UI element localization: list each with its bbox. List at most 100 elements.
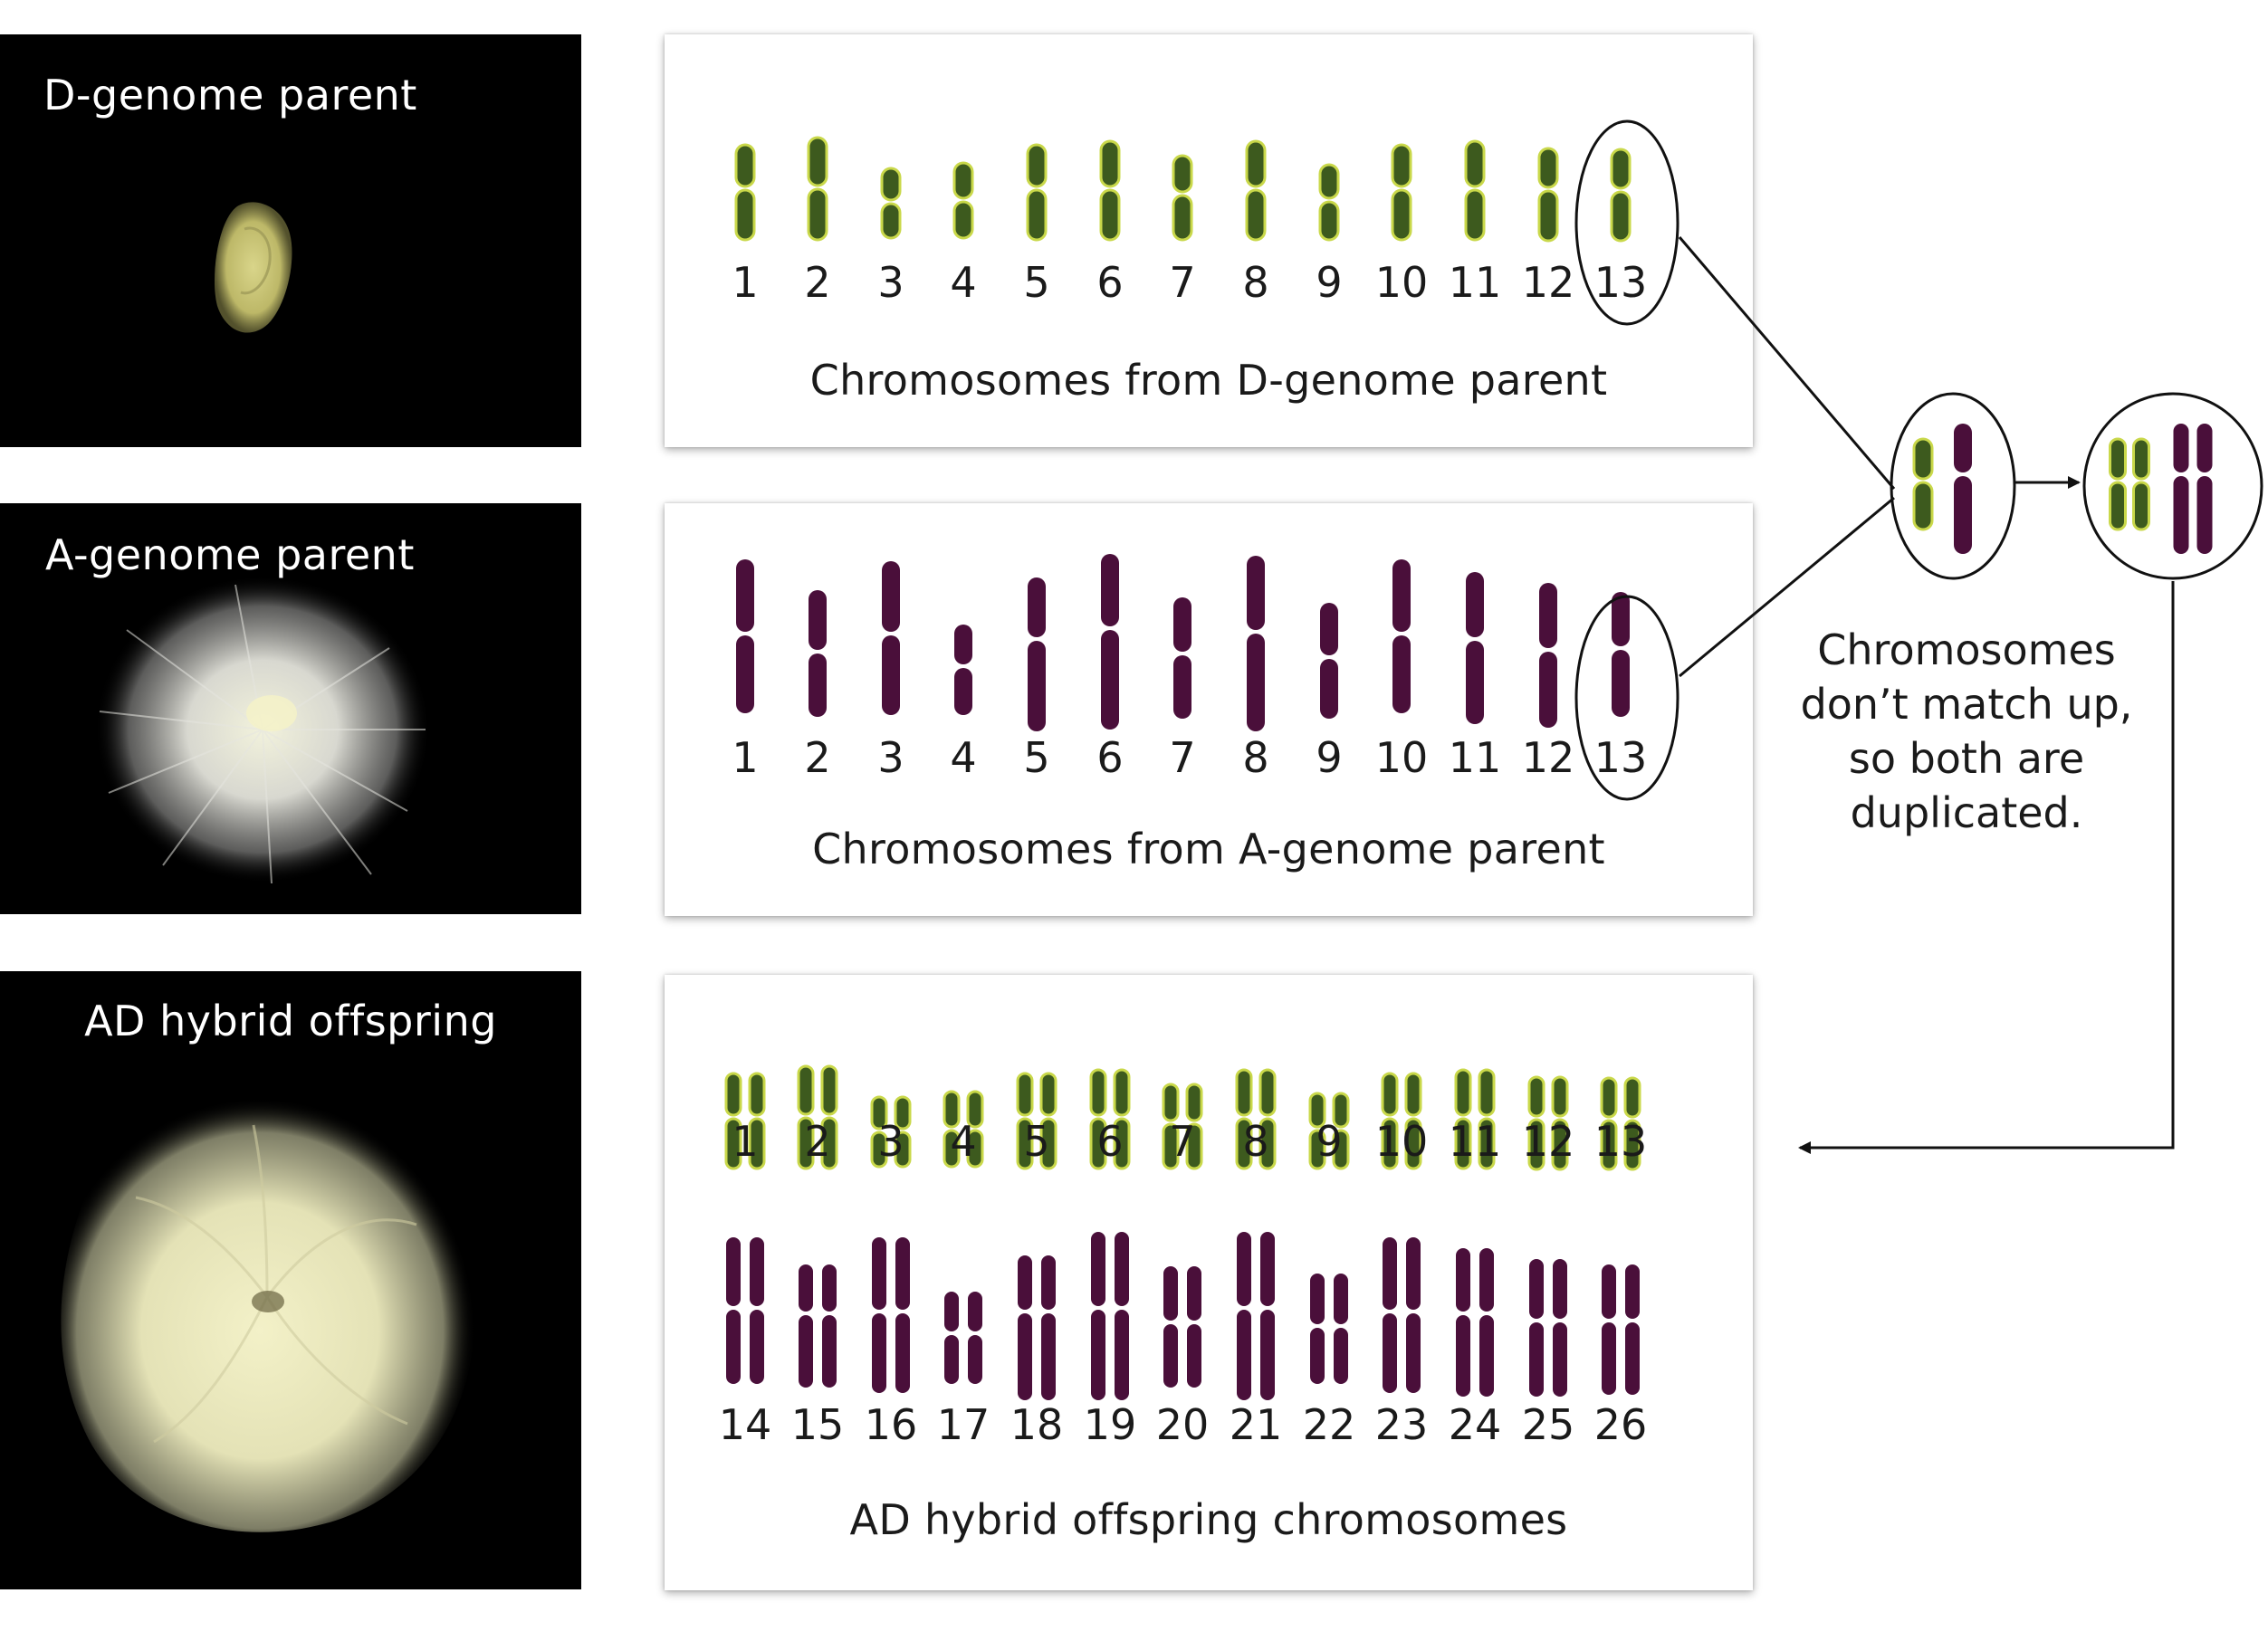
chromosome <box>872 1237 886 1393</box>
chromosome <box>894 1095 912 1169</box>
chromosome-number: 16 <box>865 1400 918 1449</box>
chromosome-short-arm <box>1600 1076 1618 1119</box>
panel-d-genome-chromosomes: 1 2 3 4 5 6 7 8 9 10 11 12 13 Chromosomes from D-gen… <box>665 34 1753 447</box>
chromosome-long-arm <box>1041 1313 1056 1400</box>
chromosome <box>1334 1274 1348 1384</box>
chromosome-short-arm <box>1529 1259 1544 1319</box>
chromosome-long-arm <box>799 1315 813 1388</box>
chromosome-number: 1 <box>732 733 758 782</box>
chromosome-short-arm <box>809 590 827 650</box>
chromosome-short-arm <box>2196 424 2213 472</box>
chromosome-long-arm <box>1185 1122 1203 1170</box>
chromosome-short-arm <box>895 1237 910 1310</box>
d-genome-chromosome-set: 1 2 3 4 5 6 7 8 9 10 11 12 13 <box>732 136 1647 307</box>
chromosome-number: 15 <box>791 1400 845 1449</box>
chromosome <box>870 1095 888 1169</box>
chromosome-short-arm <box>1625 1264 1640 1319</box>
chromosome-short-arm <box>1187 1266 1201 1321</box>
chromosome-long-arm <box>736 635 754 713</box>
chromosome-number: 10 <box>1375 258 1429 307</box>
chromosome-pair <box>1602 1264 1640 1395</box>
chromosome-short-arm <box>952 161 974 200</box>
chromosome-number: 5 <box>1023 733 1049 782</box>
chromosome-long-arm <box>1478 1117 1496 1170</box>
chromosome-number: 11 <box>1449 733 1502 782</box>
chromosome-long-arm <box>1334 1328 1348 1384</box>
chromosome <box>1478 1068 1496 1170</box>
chromosome-long-arm <box>820 1116 838 1170</box>
chromosome <box>2132 437 2150 531</box>
chromosome-long-arm <box>1016 1117 1034 1170</box>
chromosome <box>736 559 754 713</box>
chromosome-short-arm <box>1391 143 1412 188</box>
chromosome-pair <box>1091 1232 1129 1400</box>
chromosome-long-arm <box>748 1117 766 1170</box>
chromosome-long-arm <box>943 1129 961 1169</box>
chromosome <box>2109 437 2127 531</box>
cotton-boll-small-image <box>214 202 292 333</box>
chromosome-long-arm <box>1247 634 1265 731</box>
chromosome-short-arm <box>1464 139 1486 188</box>
chromosome-short-arm <box>1163 1266 1178 1321</box>
chromosome-long-arm <box>1245 188 1267 242</box>
chromosome <box>895 1237 910 1393</box>
chromosome <box>1404 1072 1422 1170</box>
chromosome-short-arm <box>1406 1237 1421 1310</box>
chromosome-short-arm <box>1113 1068 1131 1117</box>
chromosome <box>799 1264 813 1388</box>
chromosome-number: 3 <box>877 733 904 782</box>
chromosome-number: 5 <box>1023 1117 1049 1166</box>
chromosome-short-arm <box>1245 139 1267 188</box>
chromosome <box>1383 1237 1397 1393</box>
chromosome <box>882 561 900 715</box>
chromosome-long-arm <box>1912 481 1934 531</box>
panel-title: Chromosomes from D-genome parent <box>809 356 1608 405</box>
chromosome-short-arm <box>1551 1075 1569 1118</box>
chromosome-number: 4 <box>950 733 976 782</box>
chromosome <box>1406 1237 1421 1393</box>
chromosome-short-arm <box>726 1237 741 1306</box>
chromosome-number: 24 <box>1449 1400 1502 1449</box>
chromosome-short-arm <box>1016 1072 1034 1117</box>
chromosome <box>2173 424 2189 554</box>
chromosome-long-arm <box>895 1313 910 1393</box>
chromosome-long-arm <box>954 668 972 715</box>
chromosome-long-arm <box>1091 1310 1105 1400</box>
chromosome-long-arm <box>1310 1328 1325 1384</box>
photo-a-genome-parent: A-genome parent <box>0 503 581 914</box>
chromosome <box>1610 148 1632 243</box>
chromosome-short-arm <box>1089 1068 1107 1117</box>
chromosome-short-arm <box>1912 437 1934 481</box>
chromosome-long-arm <box>894 1131 912 1169</box>
chromosome-number: 17 <box>937 1400 990 1449</box>
chromosome <box>1245 139 1267 242</box>
chromosome <box>1089 1068 1107 1170</box>
chromosome <box>1308 1092 1326 1170</box>
chromosome-short-arm <box>1237 1232 1251 1306</box>
chromosome-short-arm <box>1527 1075 1545 1118</box>
chromosome <box>1247 556 1265 731</box>
chromosome <box>750 1237 764 1384</box>
chromosome-short-arm <box>1173 597 1191 652</box>
chromosome-short-arm <box>894 1095 912 1131</box>
chromosome-number: 10 <box>1375 733 1429 782</box>
chromosome-short-arm <box>1247 556 1265 630</box>
chromosome <box>952 161 974 240</box>
chromosome <box>1041 1255 1056 1400</box>
chromosome-number: 22 <box>1303 1400 1356 1449</box>
chromosome <box>1310 1274 1325 1384</box>
chromosome-number: 4 <box>950 258 976 307</box>
chromosome-short-arm <box>2109 437 2127 481</box>
chromosome-short-arm <box>870 1095 888 1131</box>
chromosome-short-arm <box>1235 1068 1253 1117</box>
chromosome-number: 14 <box>719 1400 772 1449</box>
chromosome-number: 7 <box>1169 1117 1195 1166</box>
chromosome-short-arm <box>799 1264 813 1312</box>
panel-title: AD hybrid offspring chromosomes <box>849 1495 1568 1544</box>
chromosome-short-arm <box>1320 603 1338 655</box>
chromosome-long-arm <box>1527 1118 1545 1171</box>
chromosome-number: 2 <box>804 258 830 307</box>
chromosome-pair <box>1456 1248 1494 1397</box>
chromosome-pair <box>1163 1266 1201 1388</box>
chromosome-short-arm <box>1537 147 1559 189</box>
